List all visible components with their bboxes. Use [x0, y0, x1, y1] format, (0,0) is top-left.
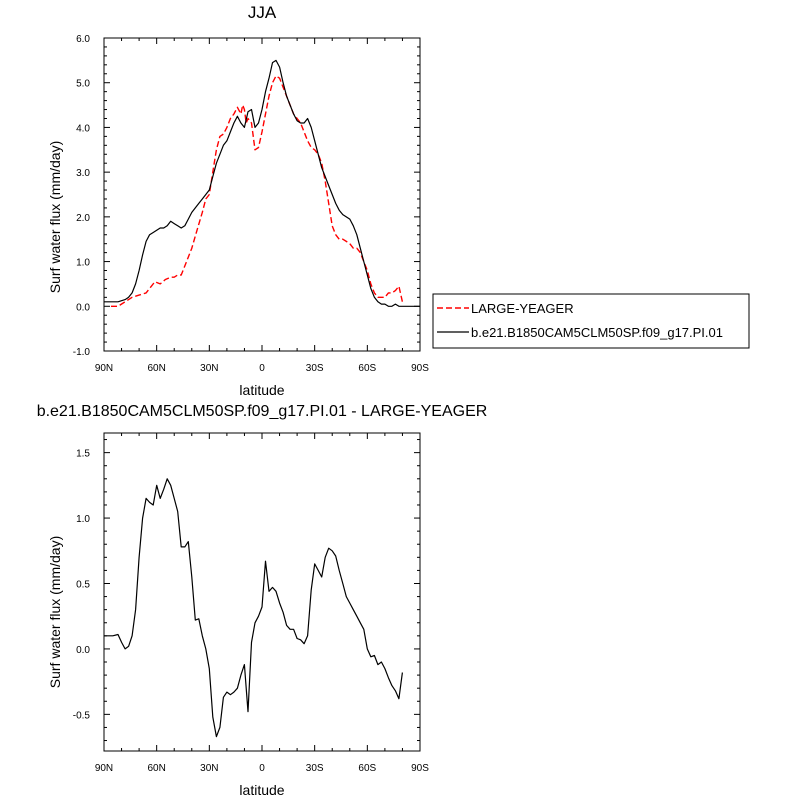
top-chart-plot-frame	[103, 37, 421, 352]
top-chart-y-tick-label-4-0: 4.0	[76, 123, 90, 134]
bottom-chart-x-tick-label-90s: 90S	[411, 763, 429, 774]
bottom-chart-y-tick-label-1-0: 1.0	[76, 514, 90, 525]
top-chart-series-line-b-e21-b1850cam5clm50sp-f09-g17-pi-01	[104, 59, 420, 307]
bottom-chart-y-axis: -0.5 0.0 0.5 1.0 1.5	[73, 439, 420, 742]
top-chart-x-tick-label-0: 0	[259, 363, 265, 374]
top-chart-x-tick-label-60n: 60N	[147, 363, 165, 374]
top-chart-y-tick-label-3-0: 3.0	[76, 168, 90, 179]
bottom-chart-series-line-0	[104, 478, 403, 738]
bottom-chart-plot-frame	[103, 432, 421, 752]
top-chart-ylabel: Surf water flux (mm/day)	[47, 141, 63, 293]
top-chart-series-line-large-yeager	[111, 75, 404, 307]
top-chart-x-tick-label-90s: 90S	[411, 363, 429, 374]
legend-label-b-e21: b.e21.B1850CAM5CLM50SP.f09_g17.PI.01	[471, 325, 723, 340]
top-chart-legend: LARGE-YEAGER b.e21.B1850CAM5CLM50SP.f09_…	[432, 293, 750, 349]
top-chart-y-axis: -1.0 0.0 1.0 2.0 3.0 4.0 5.0 6.0	[73, 34, 420, 358]
bottom-chart-x-tick-label-30n: 30N	[200, 763, 218, 774]
bottom-chart-x-tick-label-0: 0	[259, 763, 265, 774]
bottom-chart-x-tick-label-60s: 60S	[358, 763, 376, 774]
top-chart-title: JJA	[248, 3, 277, 22]
bottom-chart-x-tick-label-90n: 90N	[95, 763, 113, 774]
top-chart-panel: JJA Surf water flux (mm/day) latitude 90…	[47, 3, 429, 398]
top-chart-series-group	[104, 59, 420, 307]
top-chart-y-tick-label-0-0: 0.0	[76, 302, 90, 313]
legend-box	[432, 293, 750, 349]
bottom-chart-x-axis: 90N 60N 30N 0 30S 60S 90S	[95, 433, 429, 774]
legend-label-large-yeager: LARGE-YEAGER	[471, 301, 574, 316]
top-chart-x-tick-label-30s: 30S	[306, 363, 324, 374]
top-chart-y-tick-label-1-0: 1.0	[76, 258, 90, 269]
bottom-chart-panel: b.e21.B1850CAM5CLM50SP.f09_g17.PI.01 - L…	[37, 403, 488, 798]
bottom-chart-y-tick-label-0-0: 0.0	[76, 645, 90, 656]
bottom-chart-y-tick-label-0-5: 0.5	[76, 579, 90, 590]
bottom-chart-series-group	[104, 478, 403, 738]
top-chart-y-tick-label-2-0: 2.0	[76, 213, 90, 224]
top-chart-x-tick-label-60s: 60S	[358, 363, 376, 374]
top-chart-x-axis: 90N 60N 30N 0 30S 60S 90S	[95, 38, 429, 374]
bottom-chart-xlabel: latitude	[239, 782, 284, 798]
bottom-chart-y-tick-label-1-5: 1.5	[76, 449, 90, 460]
top-chart-y-tick-label-1-0: -1.0	[73, 347, 91, 358]
bottom-chart-x-tick-label-30s: 30S	[306, 763, 324, 774]
top-chart-xlabel: latitude	[239, 382, 284, 398]
top-chart-x-tick-label-30n: 30N	[200, 363, 218, 374]
bottom-chart-ylabel: Surf water flux (mm/day)	[47, 536, 63, 688]
bottom-chart-title: b.e21.B1850CAM5CLM50SP.f09_g17.PI.01 - L…	[37, 403, 488, 420]
top-chart-y-tick-label-6-0: 6.0	[76, 34, 90, 45]
bottom-chart-x-tick-label-60n: 60N	[147, 763, 165, 774]
bottom-chart-y-tick-label-0-5: -0.5	[73, 710, 91, 721]
top-chart-x-tick-label-90n: 90N	[95, 363, 113, 374]
top-chart-y-tick-label-5-0: 5.0	[76, 79, 90, 90]
